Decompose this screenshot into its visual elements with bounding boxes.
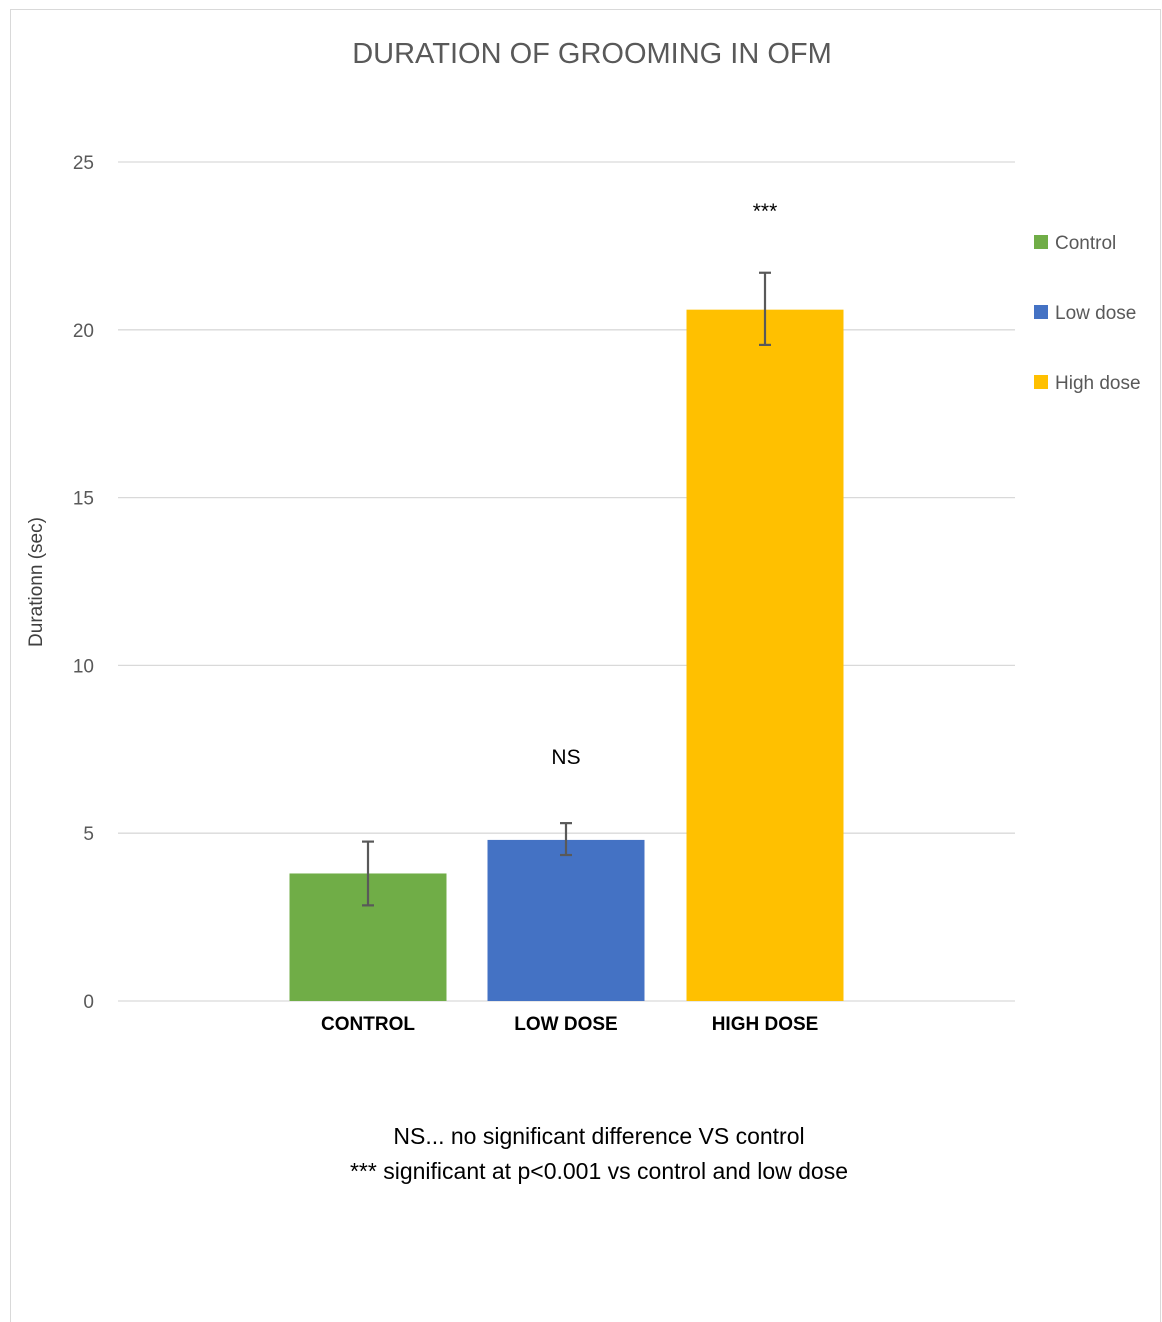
y-axis-title: Durationn (sec)	[26, 517, 47, 647]
labels: 0 5 10 15 20 25 CONTROL LOW DOSE NS HIGH DOSE ***	[73, 153, 818, 1035]
footnote-significance: *** significant at p<0.001 vs control an…	[350, 1158, 848, 1184]
legend-swatch	[1034, 375, 1048, 389]
bars	[289, 271, 844, 1001]
y-tick-label: 5	[83, 824, 94, 845]
error-bar	[560, 822, 572, 857]
legend-swatch	[1034, 235, 1048, 249]
error-bar	[759, 271, 771, 347]
y-tick-label: 20	[73, 321, 94, 342]
y-tick-label: 10	[73, 656, 94, 677]
legend-label: Control	[1055, 233, 1116, 254]
legend-swatch	[1034, 305, 1048, 319]
category-label: CONTROL	[321, 1014, 415, 1035]
y-tick-label: 0	[83, 992, 94, 1013]
y-tick-label: 25	[73, 153, 94, 174]
legend-label: Low dose	[1055, 303, 1136, 324]
y-tick-label: 15	[73, 489, 94, 510]
significance-annotation: ***	[753, 200, 778, 223]
category-label: HIGH DOSE	[712, 1014, 819, 1035]
chart-title: DURATION OF GROOMING IN OFM	[352, 38, 832, 70]
category-label: LOW DOSE	[514, 1014, 617, 1035]
legend: Control Low dose High dose	[1034, 233, 1141, 394]
error-bar	[362, 840, 374, 907]
footnote-ns: NS... no significant difference VS contr…	[393, 1123, 804, 1149]
bar	[686, 309, 844, 1001]
significance-annotation: NS	[551, 746, 580, 769]
legend-label: High dose	[1055, 373, 1141, 394]
bar	[487, 839, 645, 1001]
